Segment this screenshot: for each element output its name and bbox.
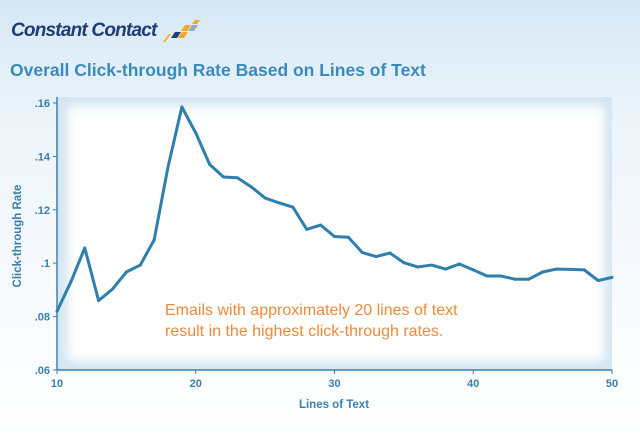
logo-checker-icon <box>162 20 200 42</box>
data-point <box>83 246 87 250</box>
logo-text: Constant Contact <box>11 20 157 41</box>
data-point <box>166 165 170 169</box>
y-tick-label: .16 <box>35 98 50 110</box>
data-point <box>430 263 434 267</box>
data-point <box>305 227 309 231</box>
y-tick-label: .08 <box>35 312 50 324</box>
x-tick-label: 30 <box>328 378 340 390</box>
plot-background <box>68 106 604 361</box>
data-point <box>541 270 545 274</box>
data-point <box>69 280 73 284</box>
data-point <box>180 105 184 109</box>
data-point <box>416 265 420 269</box>
x-tick-label: 10 <box>51 378 63 390</box>
annotation-line-1: Emails with approximately 20 lines of te… <box>165 302 458 319</box>
data-point <box>374 255 378 259</box>
data-point <box>249 185 253 189</box>
x-tick-label: 40 <box>467 378 479 390</box>
y-tick-label: .06 <box>35 365 50 377</box>
y-tick-label: .14 <box>35 151 51 163</box>
data-point <box>388 251 392 255</box>
data-point <box>527 277 531 281</box>
data-point <box>513 277 517 281</box>
data-point <box>402 261 406 265</box>
data-point <box>152 238 156 242</box>
data-point <box>610 275 614 279</box>
data-point <box>263 196 267 200</box>
x-axis-label: Lines of Text <box>299 399 369 411</box>
data-point <box>319 223 323 227</box>
data-point <box>277 201 281 205</box>
y-tick-label: .12 <box>35 205 50 217</box>
y-tick-label: .1 <box>41 258 50 270</box>
data-point <box>111 287 114 291</box>
data-point <box>555 267 558 271</box>
data-point <box>360 251 364 255</box>
data-point <box>222 175 225 179</box>
data-point <box>235 176 239 180</box>
chart-title: Overall Click-through Rate Based on Line… <box>10 60 426 80</box>
data-point <box>333 235 336 238</box>
data-point <box>194 131 198 135</box>
data-point <box>444 267 447 271</box>
data-point <box>55 309 59 313</box>
data-point <box>208 162 212 166</box>
data-point <box>582 268 586 272</box>
data-point <box>499 274 503 278</box>
data-point <box>97 299 101 303</box>
data-point <box>457 262 461 266</box>
annotation-line-2: result in the highest click-through rate… <box>165 323 443 340</box>
constant-contact-logo: Constant Contact <box>11 18 201 44</box>
x-tick-label: 50 <box>606 378 618 390</box>
data-point <box>346 235 350 239</box>
data-point <box>485 274 489 278</box>
data-point <box>568 267 572 271</box>
y-axis-label: Click-through Rate <box>12 185 24 288</box>
data-point <box>596 279 600 283</box>
data-point <box>291 205 295 209</box>
x-tick-label: 20 <box>190 378 202 390</box>
data-point <box>138 263 142 267</box>
data-point <box>471 268 475 272</box>
data-point <box>124 270 128 274</box>
